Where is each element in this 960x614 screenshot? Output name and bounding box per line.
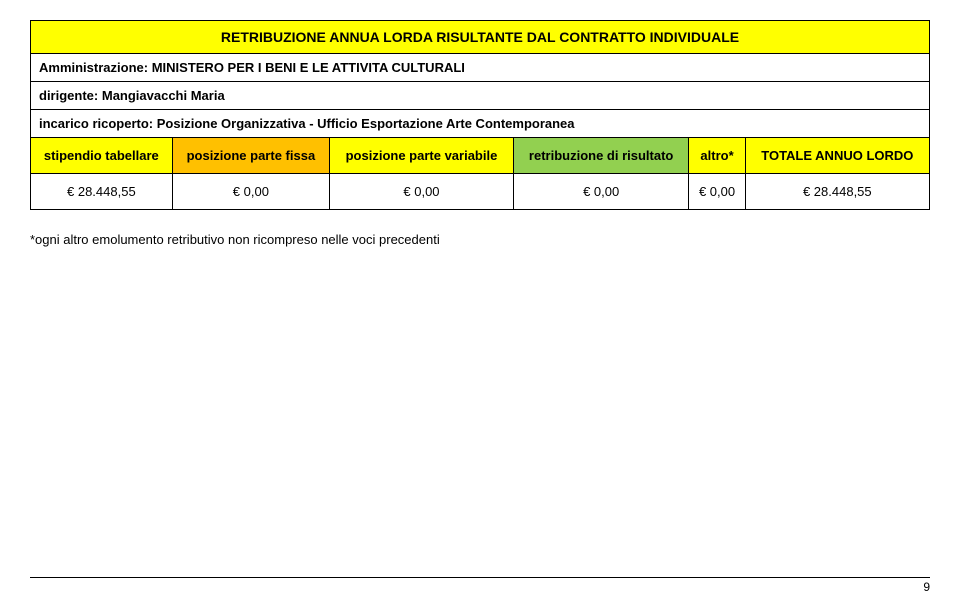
page-number: 9: [923, 580, 930, 594]
dirigente-row: dirigente: Mangiavacchi Maria: [31, 82, 930, 110]
value-totale: € 28.448,55: [745, 174, 929, 210]
admin-value: MINISTERO PER I BENI E LE ATTIVITA CULTU…: [152, 60, 465, 75]
header-altro: altro*: [689, 138, 745, 174]
header-fissa: posizione parte fissa: [172, 138, 329, 174]
dirigente-label: dirigente:: [39, 88, 98, 103]
table-title: RETRIBUZIONE ANNUA LORDA RISULTANTE DAL …: [31, 21, 930, 54]
value-fissa: € 0,00: [172, 174, 329, 210]
incarico-row: incarico ricoperto: Posizione Organizzat…: [31, 110, 930, 138]
dirigente-value: Mangiavacchi Maria: [102, 88, 225, 103]
header-totale: TOTALE ANNUO LORDO: [745, 138, 929, 174]
incarico-value: Posizione Organizzativa - Ufficio Esport…: [157, 116, 575, 131]
page-footer: 9: [30, 577, 930, 594]
retribuzione-table: RETRIBUZIONE ANNUA LORDA RISULTANTE DAL …: [30, 20, 930, 210]
admin-row: Amministrazione: MINISTERO PER I BENI E …: [31, 54, 930, 82]
admin-cell: Amministrazione: MINISTERO PER I BENI E …: [31, 54, 930, 82]
title-row: RETRIBUZIONE ANNUA LORDA RISULTANTE DAL …: [31, 21, 930, 54]
value-variabile: € 0,00: [330, 174, 514, 210]
value-stipendio: € 28.448,55: [31, 174, 173, 210]
admin-label: Amministrazione:: [39, 60, 148, 75]
value-altro: € 0,00: [689, 174, 745, 210]
header-row: stipendio tabellare posizione parte fiss…: [31, 138, 930, 174]
incarico-cell: incarico ricoperto: Posizione Organizzat…: [31, 110, 930, 138]
header-variabile: posizione parte variabile: [330, 138, 514, 174]
footnote: *ogni altro emolumento retributivo non r…: [30, 232, 930, 247]
header-risultato: retribuzione di risultato: [513, 138, 689, 174]
value-risultato: € 0,00: [513, 174, 689, 210]
header-stipendio: stipendio tabellare: [31, 138, 173, 174]
incarico-label: incarico ricoperto:: [39, 116, 153, 131]
dirigente-cell: dirigente: Mangiavacchi Maria: [31, 82, 930, 110]
data-row: € 28.448,55 € 0,00 € 0,00 € 0,00 € 0,00 …: [31, 174, 930, 210]
